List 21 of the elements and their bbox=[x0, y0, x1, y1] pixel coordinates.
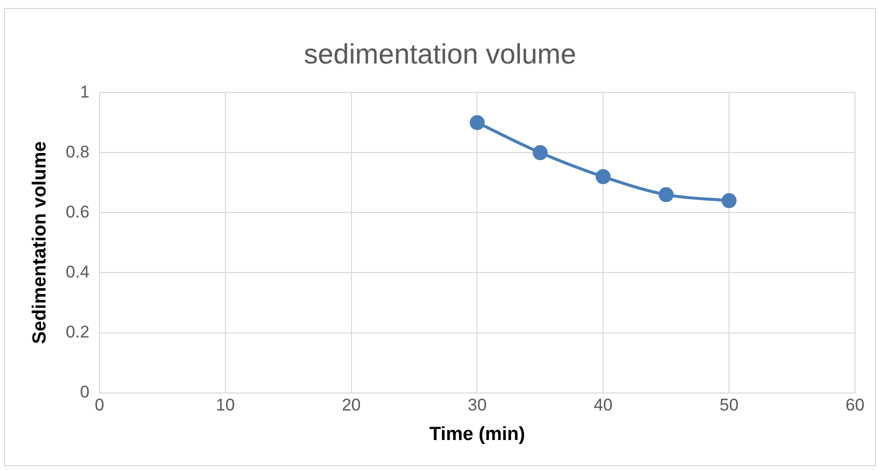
y-axis-title: Sedimentation volume bbox=[30, 141, 51, 344]
x-tick-label: 20 bbox=[342, 396, 361, 415]
x-tick-label: 10 bbox=[216, 396, 235, 415]
x-tick-label: 40 bbox=[594, 396, 613, 415]
point bbox=[596, 169, 611, 184]
y-tick-label: 0.6 bbox=[66, 202, 90, 222]
chart-title: sedimentation volume bbox=[304, 38, 576, 70]
x-tick-label: 60 bbox=[846, 396, 864, 415]
x-tick-label: 30 bbox=[468, 396, 487, 415]
point bbox=[722, 193, 737, 208]
x-tick-label: 50 bbox=[720, 396, 739, 415]
point bbox=[658, 187, 674, 202]
point bbox=[470, 115, 485, 130]
y-tick-label: 0.8 bbox=[66, 142, 90, 162]
point bbox=[532, 145, 548, 160]
x-axis-title: Time (min) bbox=[429, 424, 526, 445]
y-tick-label: 0 bbox=[80, 382, 90, 402]
y-tick-label: 0.4 bbox=[66, 262, 90, 282]
y-tick-label: 0.2 bbox=[66, 322, 90, 342]
y-tick-label: 1 bbox=[80, 82, 90, 102]
x-tick-label: 0 bbox=[94, 396, 104, 415]
